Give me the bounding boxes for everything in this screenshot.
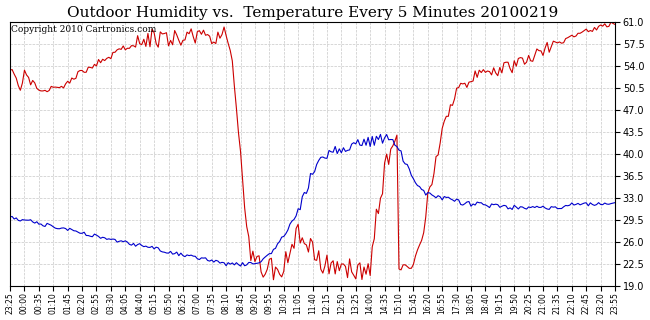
Text: Copyright 2010 Cartronics.com: Copyright 2010 Cartronics.com <box>10 25 156 34</box>
Title: Outdoor Humidity vs.  Temperature Every 5 Minutes 20100219: Outdoor Humidity vs. Temperature Every 5… <box>67 5 558 20</box>
